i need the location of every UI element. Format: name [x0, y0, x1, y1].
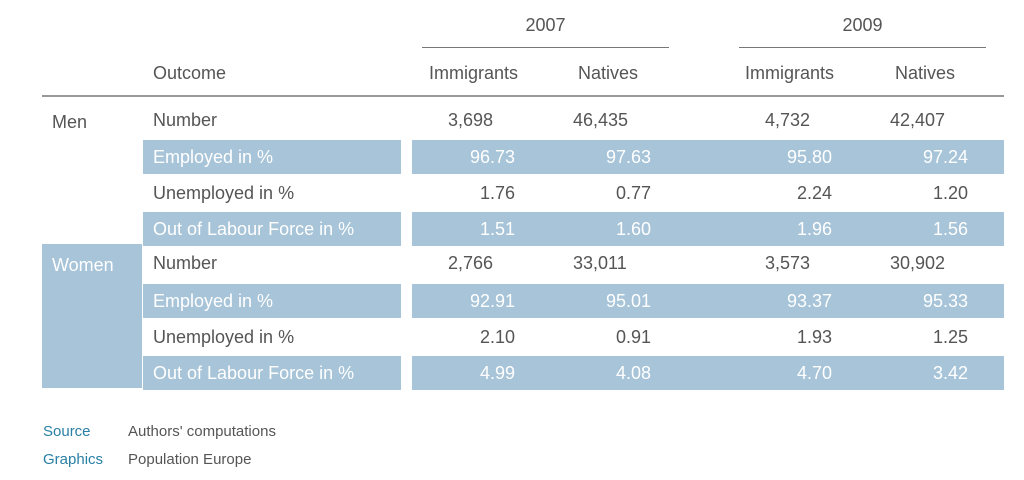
value-cell: 1.60 — [615, 219, 651, 239]
value-cell: 42,407 — [890, 110, 946, 130]
row-shade-values — [412, 140, 1004, 174]
value-cell: 3,698 — [448, 110, 494, 130]
value-cell: 95.01 — [605, 291, 651, 311]
column-header-2009-immigrants: Immigrants — [745, 63, 835, 83]
row-shade-values — [412, 212, 1004, 246]
value-cell: 4,732 — [765, 110, 811, 130]
outcome-cell: Out of Labour Force in % — [153, 363, 355, 383]
row-shade-outcome — [143, 356, 401, 390]
value-cell: 33,011 — [573, 253, 627, 273]
value-cell: 93.37 — [786, 291, 832, 311]
group-label-women: Women — [42, 244, 142, 388]
column-header-2007-natives: Natives — [578, 63, 639, 83]
value-cell: 4.70 — [796, 363, 832, 383]
value-cell: 95.80 — [786, 147, 832, 167]
value-cell: 2,766 — [448, 253, 494, 273]
value-cell: 4.08 — [615, 363, 651, 383]
value-cell: 2.24 — [796, 183, 832, 203]
group-label-men: Men — [52, 112, 88, 132]
value-cell: 1.20 — [932, 183, 968, 203]
graphics-value: Population Europe — [128, 451, 252, 468]
value-cell: 1.93 — [796, 327, 832, 347]
column-header-2009-natives: Natives — [895, 63, 956, 83]
value-cell: 96.73 — [469, 147, 515, 167]
value-cell: 0.91 — [615, 327, 651, 347]
value-cell: 3.42 — [932, 363, 968, 383]
value-cell: 3,573 — [765, 253, 811, 273]
value-cell: 4.99 — [479, 363, 515, 383]
outcome-cell: Employed in % — [153, 147, 274, 167]
row-shade-values — [412, 284, 1004, 318]
source-label: Source — [43, 423, 91, 440]
row-shade-outcome — [143, 140, 401, 174]
outcome-cell: Number — [153, 253, 218, 273]
outcome-cell: Number — [153, 110, 218, 130]
value-cell: 2.10 — [479, 327, 515, 347]
value-cell: 97.24 — [922, 147, 968, 167]
row-shade-outcome — [143, 284, 401, 318]
header-rule — [42, 95, 1004, 97]
value-cell: 30,902 — [890, 253, 946, 273]
column-header-2007-immigrants: Immigrants — [429, 63, 519, 83]
outcome-cell: Unemployed in % — [153, 327, 295, 347]
value-cell: 1.56 — [932, 219, 968, 239]
year-header-2007: 2007 — [525, 15, 566, 35]
value-cell: 1.76 — [479, 183, 515, 203]
value-cell: 97.63 — [605, 147, 651, 167]
column-header-outcome: Outcome — [153, 63, 227, 83]
outcome-cell: Out of Labour Force in % — [153, 219, 355, 239]
value-cell: 1.25 — [932, 327, 968, 347]
value-cell: 92.91 — [469, 291, 515, 311]
outcome-cell: Unemployed in % — [153, 183, 295, 203]
source-value: Authors' computations — [128, 423, 276, 440]
value-cell: 1.51 — [479, 219, 515, 239]
value-cell: 95.33 — [922, 291, 968, 311]
year-header-2009: 2009 — [842, 15, 883, 35]
year-underline-2009 — [739, 47, 986, 48]
year-underline-2007 — [422, 47, 669, 48]
value-cell: 1.96 — [796, 219, 832, 239]
graphics-label: Graphics — [43, 451, 104, 468]
outcome-cell: Employed in % — [153, 291, 274, 311]
value-cell: 0.77 — [615, 183, 651, 203]
row-shade-values — [412, 356, 1004, 390]
value-cell: 46,435 — [573, 110, 629, 130]
row-shade-outcome — [143, 212, 401, 246]
